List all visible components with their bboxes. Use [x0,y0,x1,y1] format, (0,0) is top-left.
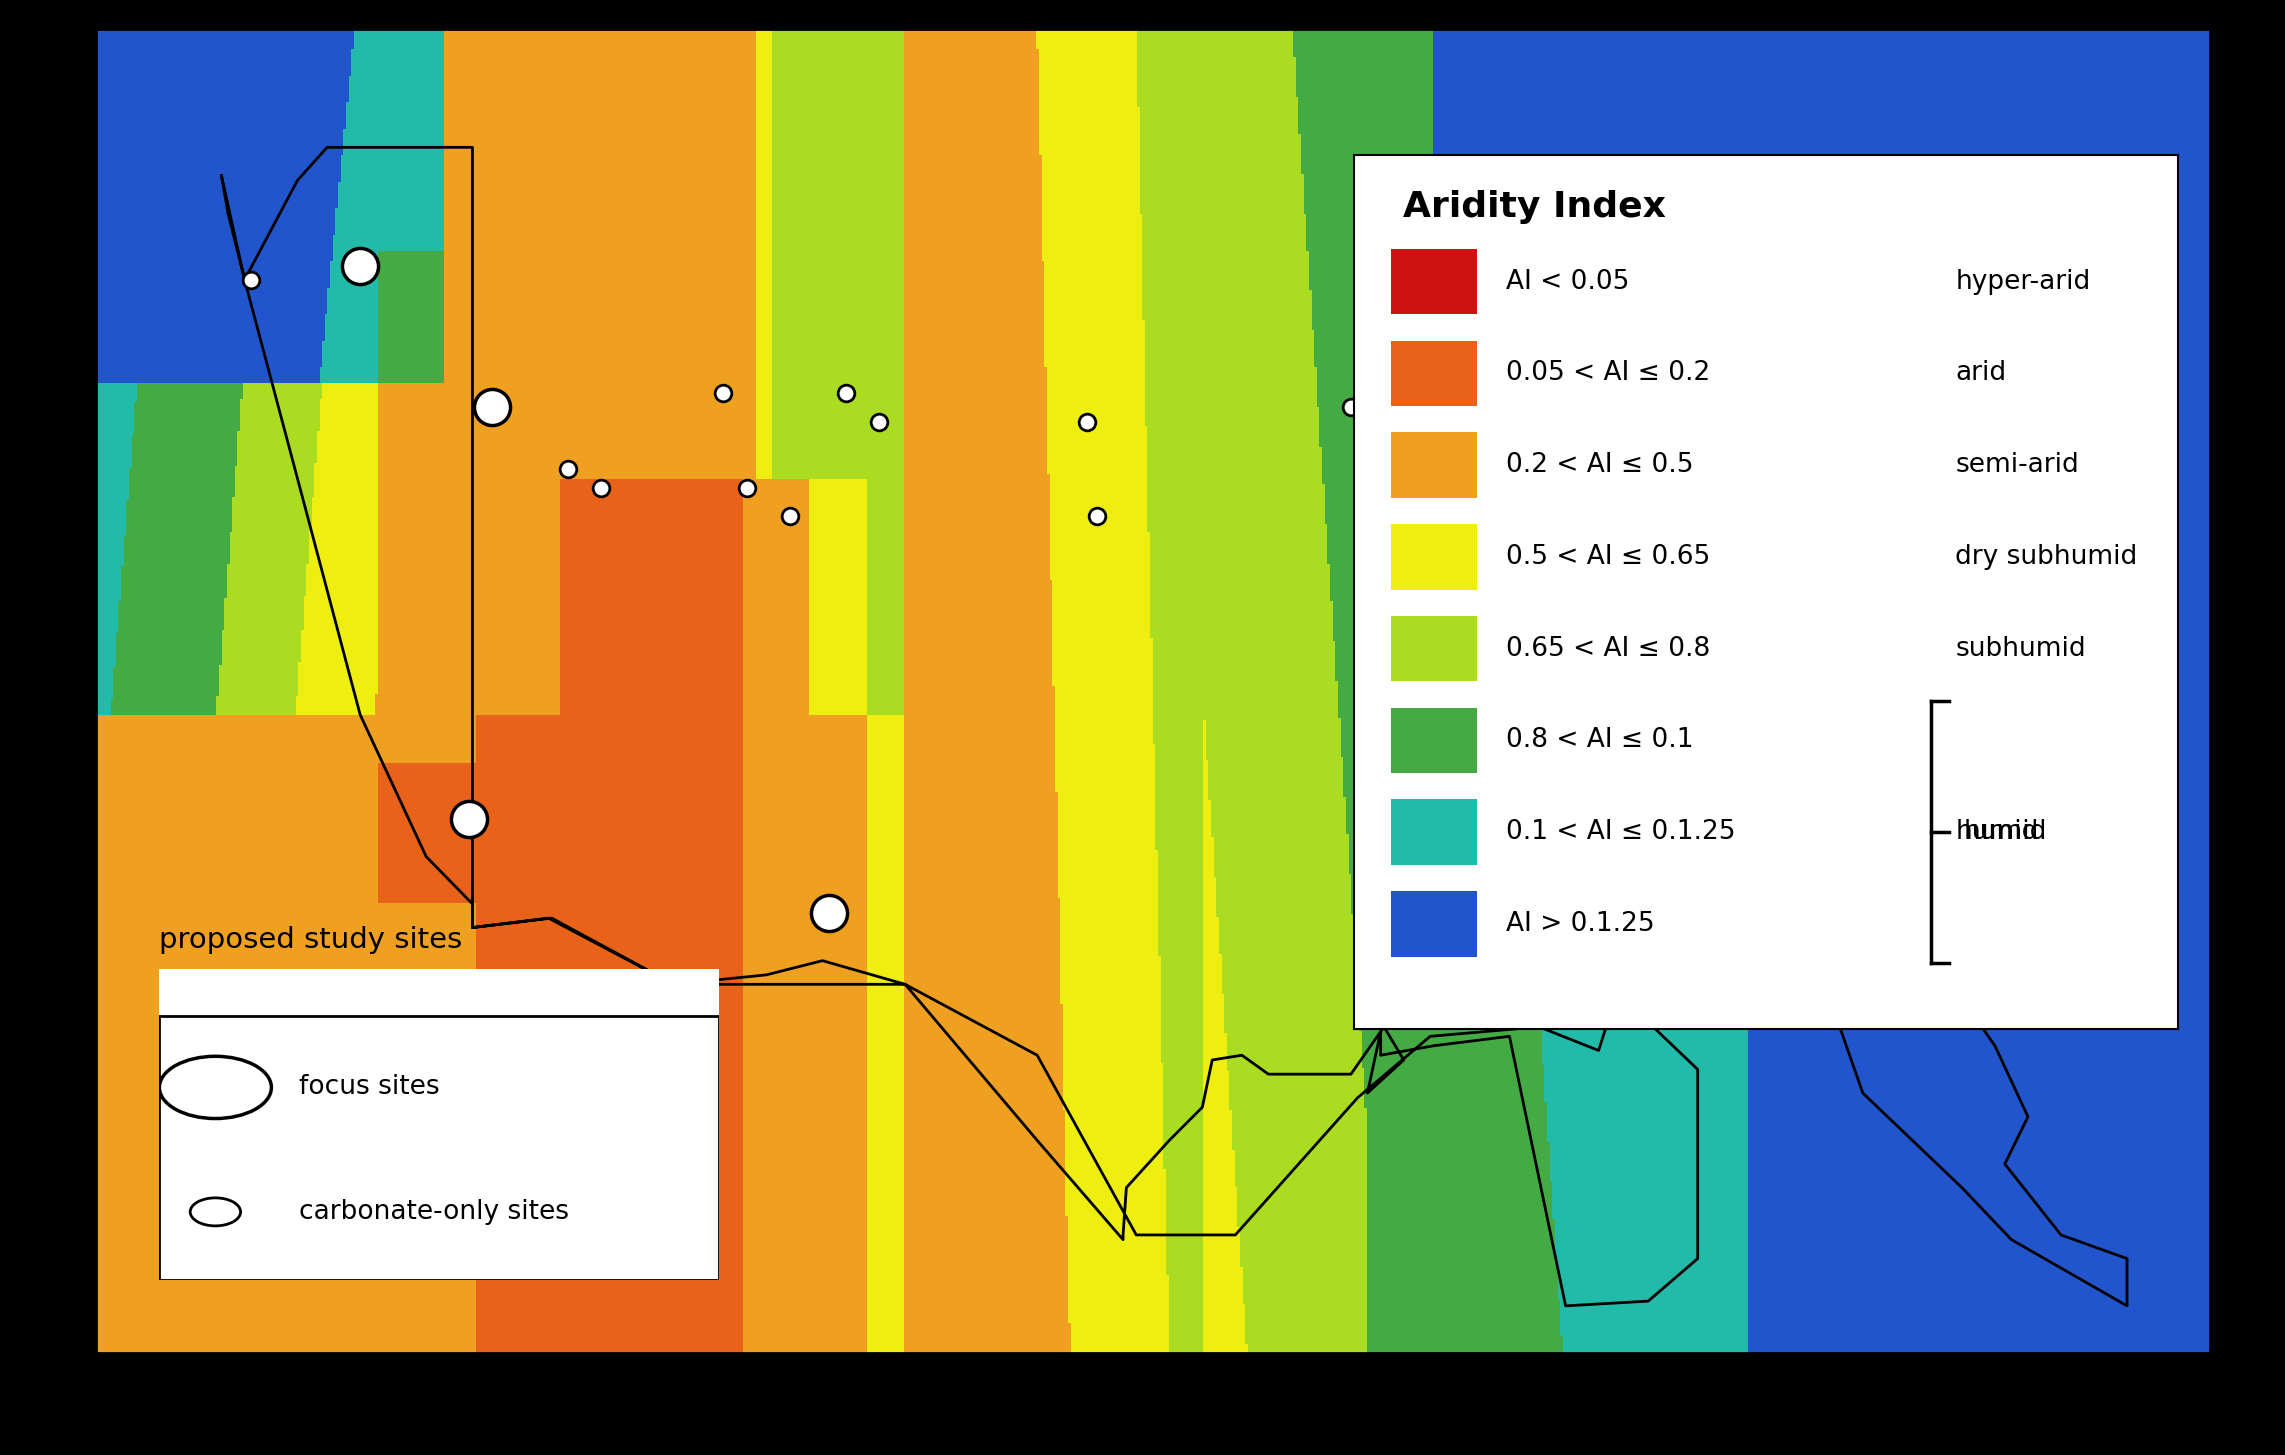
Text: subhumid: subhumid [1956,636,2086,662]
Text: carbonate-only sites: carbonate-only sites [299,1199,569,1225]
Text: 0.65 < AI ≤ 0.8: 0.65 < AI ≤ 0.8 [1506,636,1711,662]
Text: Aridity Index: Aridity Index [1403,189,1666,224]
Text: arid: arid [1956,361,2006,387]
Text: hyper-arid: hyper-arid [1956,269,2091,294]
Text: AI > 0.1.25: AI > 0.1.25 [1506,911,1654,937]
Text: dry subhumid: dry subhumid [1956,544,2136,570]
Text: humid: humid [1956,819,2038,845]
Text: 0.5 < AI ≤ 0.65: 0.5 < AI ≤ 0.65 [1506,544,1711,570]
Circle shape [190,1197,240,1227]
Text: proposed study sites: proposed study sites [160,925,462,953]
Text: focus sites: focus sites [299,1074,441,1100]
Text: 0.1 < AI ≤ 0.1.25: 0.1 < AI ≤ 0.1.25 [1506,819,1737,845]
Text: AI < 0.05: AI < 0.05 [1506,269,1629,294]
Bar [160,1016,720,1280]
Text: 0.2 < AI ≤ 0.5: 0.2 < AI ≤ 0.5 [1506,453,1693,479]
Text: 0.05 < AI ≤ 0.2: 0.05 < AI ≤ 0.2 [1506,361,1711,387]
Bar [1392,432,1476,498]
Bar [1392,707,1476,773]
Text: 0.8 < AI ≤ 0.1: 0.8 < AI ≤ 0.1 [1506,728,1693,754]
Bar [1392,524,1476,589]
Bar [1392,249,1476,314]
Text: humid: humid [1963,819,2047,845]
Bar [1392,890,1476,957]
Text: semi-arid: semi-arid [1956,453,2079,479]
Bar [1392,615,1476,681]
Circle shape [160,1056,272,1119]
Bar [1392,340,1476,406]
Bar [1392,799,1476,864]
